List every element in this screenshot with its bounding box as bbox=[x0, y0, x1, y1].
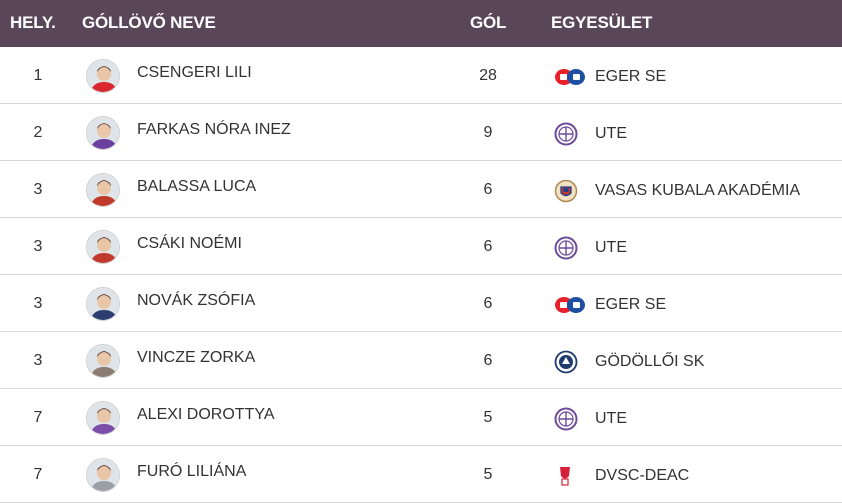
club-name[interactable]: UTE bbox=[595, 125, 627, 142]
club-name[interactable]: VASAS KUBALA AKADÉMIA bbox=[595, 182, 801, 199]
club-name[interactable]: UTE bbox=[595, 239, 627, 256]
club-name[interactable]: DVSC-DEAC bbox=[595, 467, 690, 484]
player-name[interactable]: FURÓ LILIÁNA bbox=[137, 463, 247, 480]
goals-value: 28 bbox=[479, 67, 497, 84]
club-logo-icon bbox=[553, 122, 587, 146]
goals-value: 6 bbox=[483, 352, 493, 369]
player-name[interactable]: BALASSA LUCA bbox=[137, 178, 257, 195]
player-name[interactable]: VINCZE ZORKA bbox=[137, 349, 256, 366]
player-name[interactable]: CSENGERI LILI bbox=[137, 64, 252, 81]
table-row[interactable]: 1 CSENGERI LILI 28 EGER SE bbox=[0, 47, 842, 104]
club-name[interactable]: GÖDÖLLŐI SK bbox=[595, 353, 705, 370]
player-name[interactable]: CSÁKI NOÉMI bbox=[137, 235, 242, 252]
header-rank: HELY. bbox=[10, 13, 56, 32]
player-avatar[interactable] bbox=[86, 230, 120, 264]
rank-value: 2 bbox=[33, 124, 43, 141]
table-row[interactable]: 2 FARKAS NÓRA INEZ 9 UTE bbox=[0, 104, 842, 161]
table-header: HELY. GÓLLÖVŐ NEVE GÓL EGYESÜLET bbox=[0, 0, 842, 47]
header-club: EGYESÜLET bbox=[551, 13, 653, 32]
rank-value: 3 bbox=[33, 352, 43, 369]
rank-value: 7 bbox=[33, 466, 43, 483]
rank-value: 3 bbox=[33, 295, 43, 312]
player-avatar[interactable] bbox=[86, 116, 120, 150]
player-avatar[interactable] bbox=[86, 401, 120, 435]
table-body: 1 CSENGERI LILI 28 EGER SE 2 FARKAS NÓRA INEZ… bbox=[0, 47, 842, 503]
table-row[interactable]: 7 FURÓ LILIÁNA 5 DVSC-DEAC bbox=[0, 446, 842, 503]
player-avatar[interactable] bbox=[86, 458, 120, 492]
player-avatar[interactable] bbox=[86, 287, 120, 321]
club-logo-icon bbox=[553, 236, 587, 260]
rank-value: 1 bbox=[33, 67, 43, 84]
rank-value: 3 bbox=[33, 238, 43, 255]
club-logo-icon bbox=[553, 464, 587, 488]
goals-value: 6 bbox=[483, 238, 493, 255]
player-name[interactable]: NOVÁK ZSÓFIA bbox=[137, 292, 256, 309]
club-name[interactable]: UTE bbox=[595, 410, 627, 427]
goals-value: 6 bbox=[483, 181, 493, 198]
player-avatar[interactable] bbox=[86, 59, 120, 93]
club-name[interactable]: EGER SE bbox=[595, 296, 667, 313]
club-logo-icon bbox=[553, 407, 587, 431]
club-logo-icon bbox=[553, 179, 587, 203]
player-avatar[interactable] bbox=[86, 173, 120, 207]
table-row[interactable]: 7 ALEXI DOROTTYA 5 UTE bbox=[0, 389, 842, 446]
goals-value: 5 bbox=[483, 466, 493, 483]
rank-value: 3 bbox=[33, 181, 43, 198]
header-goals: GÓL bbox=[470, 13, 507, 32]
player-name[interactable]: ALEXI DOROTTYA bbox=[137, 406, 275, 423]
club-logo-icon bbox=[553, 350, 587, 374]
rank-value: 7 bbox=[33, 409, 43, 426]
player-name[interactable]: FARKAS NÓRA INEZ bbox=[137, 121, 291, 138]
player-avatar[interactable] bbox=[86, 344, 120, 378]
club-name[interactable]: EGER SE bbox=[595, 68, 667, 85]
club-logo-icon bbox=[553, 65, 587, 89]
club-logo-icon bbox=[553, 293, 587, 317]
header-player-name: GÓLLÖVŐ NEVE bbox=[82, 13, 216, 32]
goals-value: 5 bbox=[483, 409, 493, 426]
table-row[interactable]: 3 VINCZE ZORKA 6 GÖDÖLLŐI SK bbox=[0, 332, 842, 389]
table-row[interactable]: 3 NOVÁK ZSÓFIA 6 EGER SE bbox=[0, 275, 842, 332]
table-row[interactable]: 3 CSÁKI NOÉMI 6 UTE bbox=[0, 218, 842, 275]
goals-value: 9 bbox=[483, 124, 493, 141]
goals-value: 6 bbox=[483, 295, 493, 312]
table-row[interactable]: 3 BALASSA LUCA 6 VASAS KUBALA AKADÉMIA bbox=[0, 161, 842, 218]
